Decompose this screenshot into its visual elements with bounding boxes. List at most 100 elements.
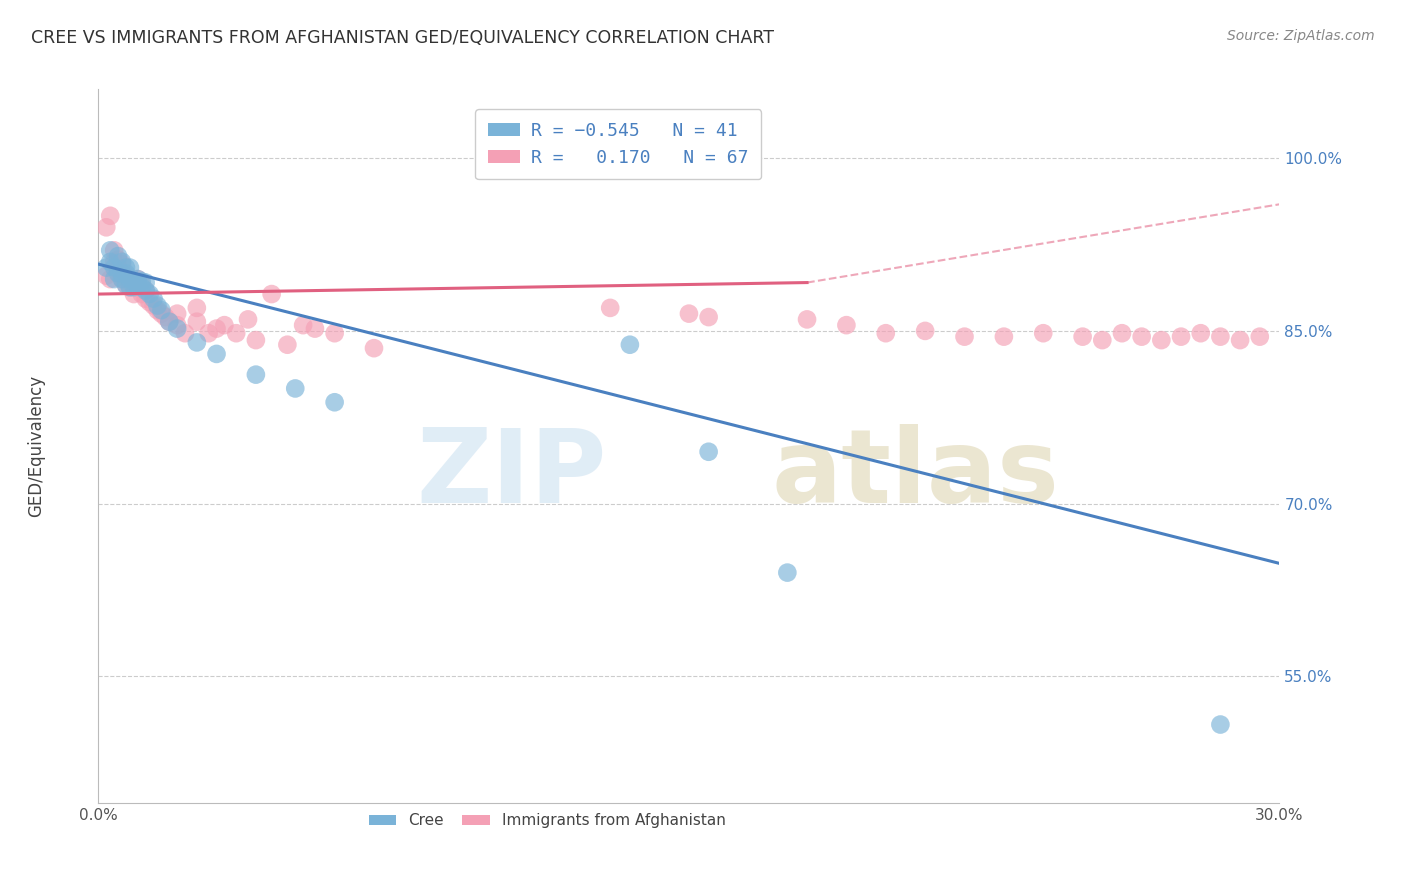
Point bbox=[186, 315, 208, 329]
Point bbox=[127, 272, 149, 286]
Point bbox=[135, 292, 157, 306]
Point bbox=[835, 318, 858, 333]
Point bbox=[122, 287, 145, 301]
Point bbox=[150, 307, 173, 321]
Point bbox=[599, 301, 621, 315]
Point bbox=[103, 255, 125, 269]
Point bbox=[197, 326, 219, 341]
Text: CREE VS IMMIGRANTS FROM AFGHANISTAN GED/EQUIVALENCY CORRELATION CHART: CREE VS IMMIGRANTS FROM AFGHANISTAN GED/… bbox=[31, 29, 773, 46]
Point bbox=[98, 244, 121, 258]
Point bbox=[776, 566, 799, 580]
Point bbox=[131, 277, 153, 292]
Point bbox=[292, 318, 315, 333]
Point bbox=[111, 266, 134, 280]
Point bbox=[323, 395, 346, 409]
Point bbox=[245, 368, 267, 382]
Point bbox=[107, 249, 129, 263]
Point bbox=[118, 280, 141, 294]
Point bbox=[304, 321, 326, 335]
Point bbox=[363, 341, 385, 355]
Point bbox=[260, 287, 283, 301]
Point bbox=[914, 324, 936, 338]
Point bbox=[146, 299, 169, 313]
Point bbox=[122, 280, 145, 294]
Point bbox=[1091, 333, 1114, 347]
Point bbox=[127, 280, 149, 294]
Point bbox=[323, 326, 346, 341]
Point bbox=[115, 260, 138, 275]
Point bbox=[284, 381, 307, 395]
Point bbox=[205, 321, 228, 335]
Point bbox=[107, 260, 129, 275]
Point bbox=[1130, 329, 1153, 343]
Point bbox=[118, 272, 141, 286]
Point bbox=[697, 444, 720, 458]
Point bbox=[1229, 333, 1251, 347]
Point bbox=[875, 326, 897, 341]
Point bbox=[127, 277, 149, 292]
Point bbox=[236, 312, 259, 326]
Point bbox=[98, 255, 121, 269]
Point bbox=[111, 272, 134, 286]
Point bbox=[115, 268, 138, 283]
Point bbox=[186, 335, 208, 350]
Point bbox=[111, 257, 134, 271]
Point bbox=[135, 284, 157, 298]
Point bbox=[115, 277, 138, 292]
Point bbox=[678, 307, 700, 321]
Point bbox=[122, 274, 145, 288]
Point bbox=[142, 299, 165, 313]
Point bbox=[166, 307, 188, 321]
Point bbox=[157, 315, 180, 329]
Point bbox=[122, 276, 145, 290]
Point bbox=[186, 301, 208, 315]
Point bbox=[103, 260, 125, 275]
Point bbox=[697, 310, 720, 324]
Point bbox=[157, 315, 180, 329]
Point bbox=[96, 260, 118, 275]
Point bbox=[166, 318, 188, 333]
Point bbox=[619, 337, 641, 351]
Point bbox=[1209, 329, 1232, 343]
Point bbox=[131, 280, 153, 294]
Point bbox=[118, 260, 141, 275]
Point bbox=[953, 329, 976, 343]
Point bbox=[98, 272, 121, 286]
Point bbox=[107, 266, 129, 280]
Point bbox=[118, 272, 141, 286]
Point bbox=[174, 326, 197, 341]
Point bbox=[205, 347, 228, 361]
Point bbox=[96, 268, 118, 283]
Text: atlas: atlas bbox=[772, 424, 1060, 525]
Point bbox=[155, 310, 177, 324]
Y-axis label: GED/Equivalency: GED/Equivalency bbox=[27, 375, 45, 517]
Point bbox=[107, 252, 129, 267]
Point bbox=[1150, 333, 1173, 347]
Point bbox=[1032, 326, 1054, 341]
Point bbox=[111, 255, 134, 269]
Point bbox=[118, 280, 141, 294]
Point bbox=[135, 284, 157, 298]
Point bbox=[103, 272, 125, 286]
Point bbox=[146, 303, 169, 318]
Point bbox=[96, 220, 118, 235]
Point bbox=[107, 266, 129, 280]
Point bbox=[115, 277, 138, 292]
Point bbox=[131, 274, 153, 288]
Point bbox=[135, 276, 157, 290]
Point bbox=[98, 209, 121, 223]
Point bbox=[225, 326, 247, 341]
Point bbox=[1189, 326, 1212, 341]
Point bbox=[111, 272, 134, 286]
Point bbox=[138, 295, 160, 310]
Point bbox=[115, 266, 138, 280]
Point bbox=[1170, 329, 1192, 343]
Point bbox=[796, 312, 818, 326]
Point bbox=[1209, 717, 1232, 731]
Text: ZIP: ZIP bbox=[416, 424, 606, 525]
Point bbox=[127, 272, 149, 286]
Point bbox=[993, 329, 1015, 343]
Point bbox=[245, 333, 267, 347]
Legend: Cree, Immigrants from Afghanistan: Cree, Immigrants from Afghanistan bbox=[363, 807, 733, 834]
Point bbox=[214, 318, 236, 333]
